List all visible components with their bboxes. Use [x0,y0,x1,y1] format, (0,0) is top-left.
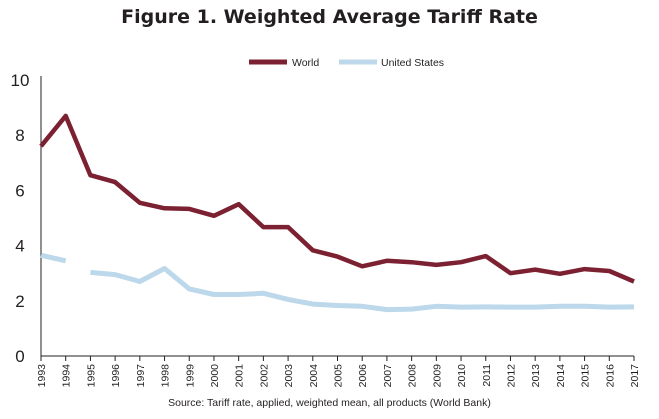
y-tick-label: 4 [15,237,24,256]
y-tick-label: 2 [15,292,24,311]
x-tick-label: 2017 [629,364,641,388]
x-tick-label: 2000 [209,364,221,388]
series-line-united-states [40,252,67,264]
x-tick-label: 2014 [555,364,567,388]
y-tick-label: 10 [11,71,30,90]
x-tick-label: 1994 [61,364,73,388]
y-tick-label: 6 [15,181,24,200]
y-tick-label: 8 [15,126,24,145]
series-line-united-states [90,266,635,313]
chart-title: Figure 1. Weighted Average Tariff Rate [121,6,538,28]
x-tick-label: 2012 [505,364,517,388]
x-tick-label: 1999 [184,364,196,388]
x-tick-label: 2007 [382,364,394,388]
x-tick-label: 2005 [333,364,345,388]
x-tick-label: 1995 [85,364,97,388]
x-tick-label: 1993 [36,364,48,388]
x-tick-label: 2003 [283,364,295,388]
x-tick-label: 1996 [110,364,122,388]
x-tick-label: 2009 [431,364,443,388]
x-tick-label: 2010 [456,364,468,388]
y-tick-label: 0 [15,347,24,366]
x-tick-label: 2013 [530,364,542,388]
x-tick-label: 1998 [160,364,172,388]
source-note: Source: Tariff rate, applied, weighted m… [168,397,491,409]
x-tick-label: 1997 [135,364,147,388]
x-tick-label: 2015 [580,364,592,388]
x-tick-label: 2004 [308,364,320,388]
legend-label-world: World [292,57,319,69]
x-tick-label: 2001 [234,364,246,388]
x-tick-label: 2016 [604,364,616,388]
x-tick-label: 2008 [407,364,419,388]
x-tick-label: 2006 [357,364,369,388]
series-line-world [39,113,635,284]
x-tick-label: 2002 [258,364,270,388]
legend-label-united-states: United States [381,57,444,69]
x-tick-label: 2011 [481,364,493,387]
